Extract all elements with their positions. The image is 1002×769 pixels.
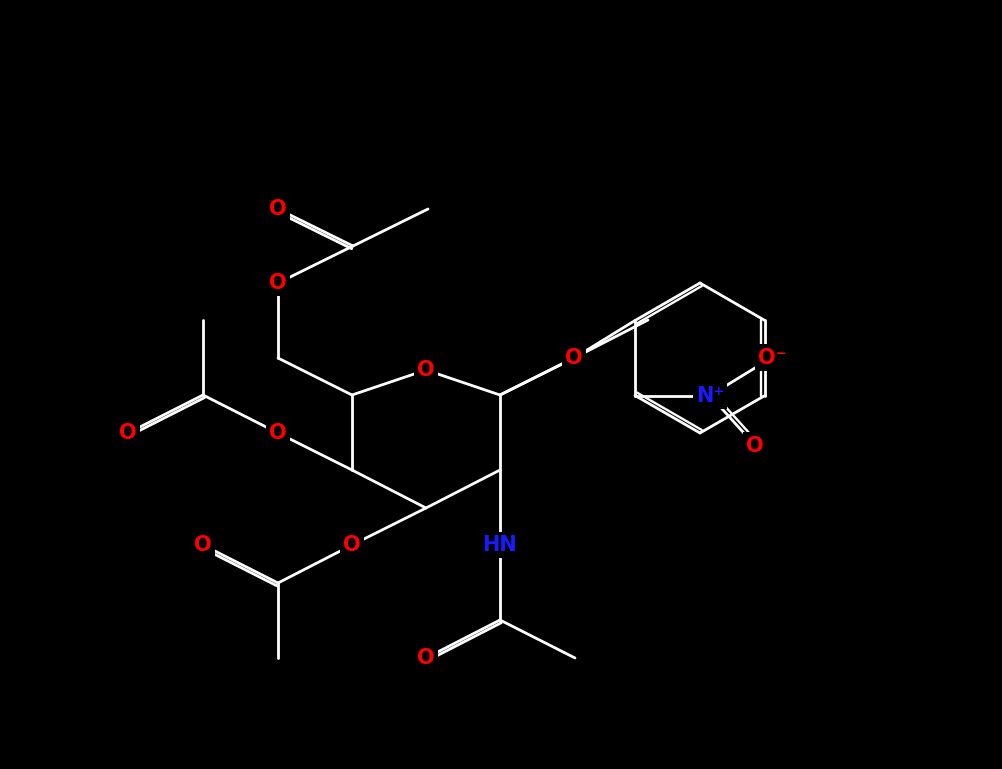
- Text: O: O: [344, 535, 361, 555]
- Text: O: O: [417, 360, 435, 380]
- Text: O: O: [270, 199, 287, 219]
- Text: O: O: [417, 648, 435, 668]
- Text: N⁺: N⁺: [695, 385, 724, 405]
- Text: O⁻: O⁻: [758, 348, 787, 368]
- Text: O: O: [194, 535, 211, 555]
- Text: O: O: [119, 423, 137, 443]
- Text: HN: HN: [483, 535, 517, 555]
- Text: O: O: [270, 423, 287, 443]
- Text: O: O: [270, 273, 287, 293]
- Text: O: O: [565, 348, 583, 368]
- Text: O: O: [746, 435, 764, 455]
- Text: O: O: [565, 348, 583, 368]
